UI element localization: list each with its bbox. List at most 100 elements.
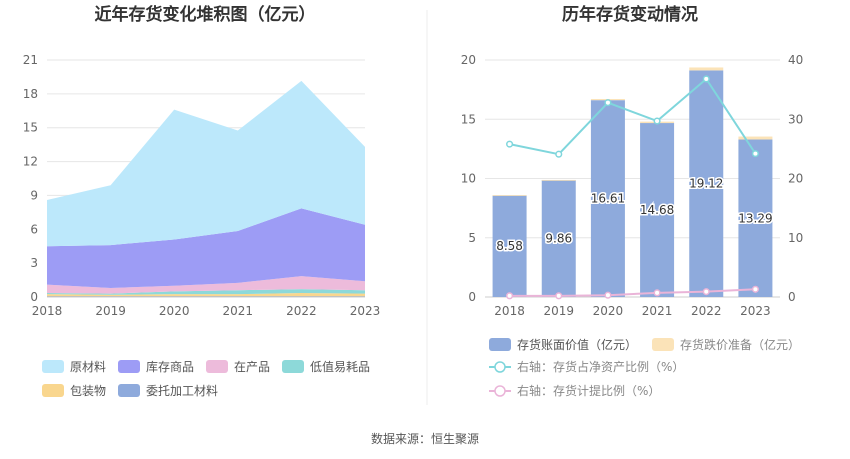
left-x-tick-label: 2021 [223,304,254,318]
line-point [751,150,759,158]
bar-impairment-reserve [689,67,724,71]
right-y-axis-right: 0 10 20 30 40 [788,53,803,304]
bar-value-label: 14.68 [640,203,674,217]
line-inventory-to-net-assets [509,77,757,156]
bar-value-label: 13.29 [738,211,772,225]
legend-marker [494,361,506,373]
right-grid [485,59,780,298]
right-y-axis-left: 0 5 10 15 20 [461,53,476,304]
line-provision-ratio [509,288,756,297]
right-chart-title: 历年存货变动情况 [562,4,698,25]
legend-label: 原材料 [70,360,106,374]
legend-label: 在产品 [234,360,270,374]
legend-swatch [118,384,140,397]
bar-inventory-value [541,180,576,297]
area-series-低值易耗品 [47,289,365,295]
legend-label: 委托加工材料 [146,384,218,398]
legend-label: 低值易耗品 [310,359,370,374]
left-y-tick-label: 18 [23,87,38,101]
bar-inventory-value [492,195,527,297]
area-series-委托加工材料 [47,296,365,297]
legend-swatch [118,360,140,373]
line-point [604,291,612,299]
legend-label: 库存商品 [146,359,194,374]
legend-swatch [206,360,228,373]
bar-inventory-value [640,123,675,298]
right-right-y-tick-label: 40 [788,53,803,67]
line-point [751,285,759,293]
right-legend: 存货账面价值（亿元） 存货跌价准备（亿元） 右轴：存货占净资产比例（%） 右轴：存货计… [489,337,800,398]
right-left-y-tick-label: 10 [461,172,476,186]
right-x-tick-label: 2019 [543,304,574,318]
right-x-axis: 2018 2019 2020 2021 2022 2023 [494,304,770,318]
bar-line-chart: 历年存货变动情况 8.58 9.86 16.61 14.68 19.12 13.29 0 5… [461,4,804,398]
bar-inventory-value [590,100,625,297]
legend-marker [494,385,506,397]
left-y-axis: 0 3 6 9 12 15 18 21 [23,53,38,304]
bar-value-label: 19.12 [689,177,723,191]
right-right-y-tick-label: 10 [788,231,803,245]
area-series-包装物 [47,293,365,297]
right-x-tick-label: 2023 [740,304,771,318]
legend-swatch [42,384,64,397]
bar-inventory-value [738,139,773,297]
line-point [702,288,710,296]
right-x-tick-label: 2018 [494,304,525,318]
left-x-tick-label: 2020 [159,304,190,318]
right-left-y-tick-label: 5 [468,231,476,245]
right-right-y-tick-label: 30 [788,112,803,126]
right-right-y-tick-label: 0 [788,290,796,304]
legend-label: 存货跌价准备（亿元） [680,337,800,352]
data-source: 数据来源：恒生聚源 [371,431,479,446]
line-point [555,150,563,158]
bar-value-label: 16.61 [591,192,625,206]
left-chart-title: 近年存货变化堆积图（亿元） [95,4,316,25]
left-y-tick-label: 12 [23,155,38,169]
bar-impairment-reserve [541,179,576,181]
line-point [653,289,661,297]
legend-swatch [42,360,64,373]
left-x-tick-label: 2018 [32,304,63,318]
right-bar-labels: 8.58 9.86 16.61 14.68 19.12 13.29 [495,175,774,254]
bar-impairment-reserve [738,136,773,140]
bar-impairment-reserve [492,195,527,196]
legend-swatch [652,338,674,351]
area-series-原材料 [47,80,365,247]
left-y-tick-label: 6 [30,222,38,236]
right-left-y-tick-label: 20 [461,53,476,67]
right-x-tick-label: 2021 [642,304,673,318]
left-x-axis: 2018 2019 2020 2021 2022 2023 [32,304,381,318]
legend-swatch [489,338,511,351]
right-left-y-tick-label: 15 [461,112,476,126]
legend-swatch [282,360,304,373]
right-right-y-tick-label: 20 [788,172,803,186]
right-lines [506,75,759,300]
left-x-tick-label: 2022 [286,304,317,318]
bar-value-label: 9.86 [545,232,572,246]
line-point [702,75,710,83]
right-bars [492,67,773,298]
bar-inventory-value [689,70,724,297]
area-series-库存商品 [47,208,365,288]
bar-value-label: 8.58 [496,239,523,253]
line-point [506,292,514,300]
left-y-tick-label: 15 [23,121,38,135]
line-point [506,140,514,148]
legend-label: 包装物 [70,384,106,398]
line-point [555,292,563,300]
left-y-tick-label: 21 [23,53,38,67]
area-series-在产品 [47,276,365,294]
left-x-tick-label: 2023 [350,304,381,318]
left-y-tick-label: 3 [30,256,38,270]
legend-label: 右轴：存货占净资产比例（%） [517,359,684,374]
left-y-tick-label: 9 [30,188,38,202]
right-x-tick-label: 2020 [593,304,624,318]
legend-label: 存货账面价值（亿元） [517,337,637,352]
right-left-y-tick-label: 0 [468,290,476,304]
left-y-tick-label: 0 [30,290,38,304]
right-x-tick-label: 2022 [691,304,722,318]
left-areas [47,80,365,297]
